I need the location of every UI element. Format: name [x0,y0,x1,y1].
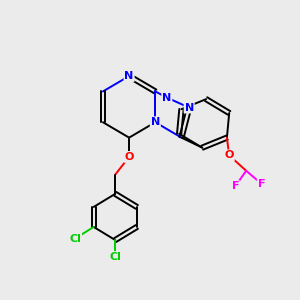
Text: Cl: Cl [109,252,121,262]
Text: N: N [162,93,172,103]
Text: N: N [124,71,134,81]
Text: O: O [224,150,234,160]
Text: O: O [124,152,134,162]
Text: N: N [151,117,160,127]
Text: Cl: Cl [69,233,81,244]
Text: F: F [258,179,265,189]
Text: F: F [232,181,239,191]
Text: N: N [184,103,194,112]
